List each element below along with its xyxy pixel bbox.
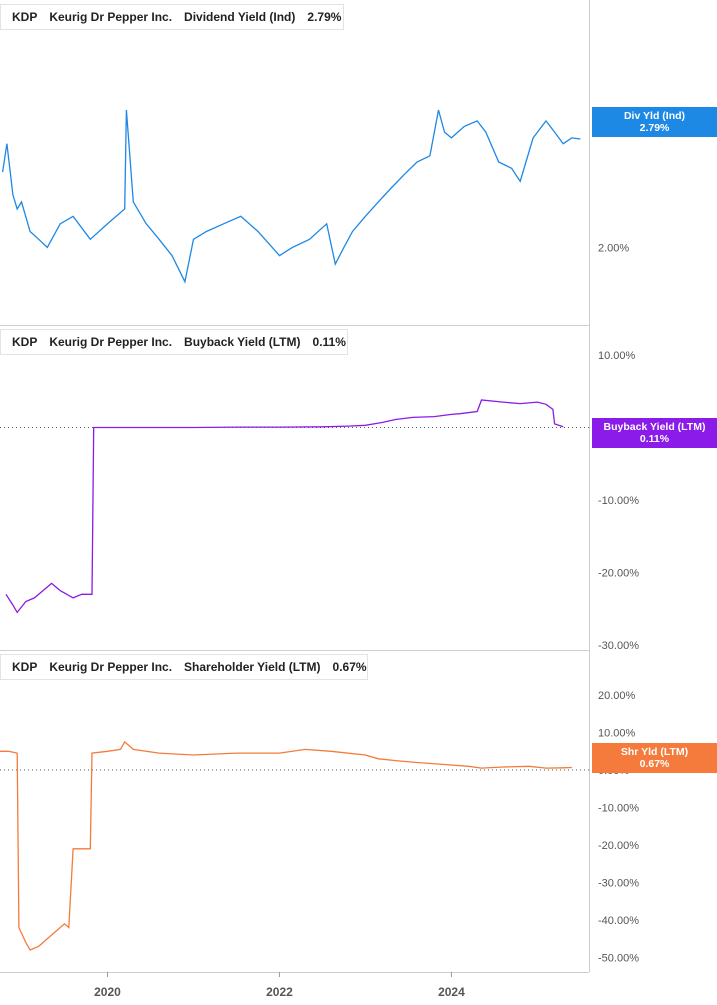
legend-value: 0.67%	[332, 660, 367, 674]
legend-company: Keurig Dr Pepper Inc.	[49, 10, 173, 24]
plot-layer	[0, 109, 589, 951]
current-value-tag-dividend: Div Yld (Ind) 2.79%	[592, 107, 717, 137]
x-tick-label: 2020	[94, 985, 121, 999]
y-tick-labels: 3.00%2.00%10.00%-10.00%-20.00%-30.00%20.…	[598, 110, 639, 964]
y-tick-label: 10.00%	[598, 350, 636, 362]
x-tick-labels: 2020 2022 2024	[94, 972, 465, 999]
legend-metric: Shareholder Yield (LTM)	[184, 660, 321, 674]
legend-metric: Dividend Yield (Ind)	[184, 10, 296, 24]
y-tick-label: 2.00%	[598, 242, 629, 254]
tag-label: Buyback Yield (LTM)	[603, 421, 706, 433]
legend-metric: Buyback Yield (LTM)	[184, 335, 301, 349]
legend-value: 0.11%	[312, 335, 346, 349]
y-tick-label: -10.00%	[598, 495, 639, 507]
legend-ticker: KDP	[12, 660, 38, 674]
y-tick-label: 10.00%	[598, 728, 636, 740]
tag-label: Div Yld (Ind)	[623, 110, 686, 122]
tag-value: 0.67%	[639, 758, 670, 770]
legend-ticker: KDP	[12, 10, 38, 24]
x-tick-label: 2024	[438, 985, 465, 999]
legend-shareholder-yield: KDP Keurig Dr Pepper Inc. Shareholder Yi…	[0, 654, 368, 680]
tag-value: 2.79%	[639, 122, 670, 134]
legend-ticker: KDP	[12, 335, 38, 349]
y-tick-label: -10.00%	[598, 803, 639, 815]
tag-label: Shr Yld (LTM)	[620, 746, 689, 758]
y-tick-label: -30.00%	[598, 878, 639, 890]
current-value-tag-buyback: Buyback Yield (LTM) 0.11%	[592, 418, 717, 448]
legend-value: 2.79%	[307, 10, 342, 24]
series-line-1	[1, 109, 581, 284]
series-line-3	[0, 740, 572, 951]
y-tick-label: -30.00%	[598, 640, 639, 652]
tag-value: 0.11%	[639, 433, 670, 445]
y-tick-label: -50.00%	[598, 953, 639, 965]
series-line-2	[5, 399, 564, 614]
y-tick-label: -40.00%	[598, 915, 639, 927]
current-value-tag-shareholder: Shr Yld (LTM) 0.67%	[592, 743, 717, 773]
y-tick-label: -20.00%	[598, 568, 639, 580]
legend-company: Keurig Dr Pepper Inc.	[49, 335, 173, 349]
y-tick-label: -20.00%	[598, 840, 639, 852]
y-tick-label: 20.00%	[598, 690, 636, 702]
legend-buyback-yield: KDP Keurig Dr Pepper Inc. Buyback Yield …	[0, 329, 348, 355]
x-tick-label: 2022	[266, 985, 293, 999]
legend-company: Keurig Dr Pepper Inc.	[49, 660, 173, 674]
legend-dividend-yield: KDP Keurig Dr Pepper Inc. Dividend Yield…	[0, 4, 344, 30]
